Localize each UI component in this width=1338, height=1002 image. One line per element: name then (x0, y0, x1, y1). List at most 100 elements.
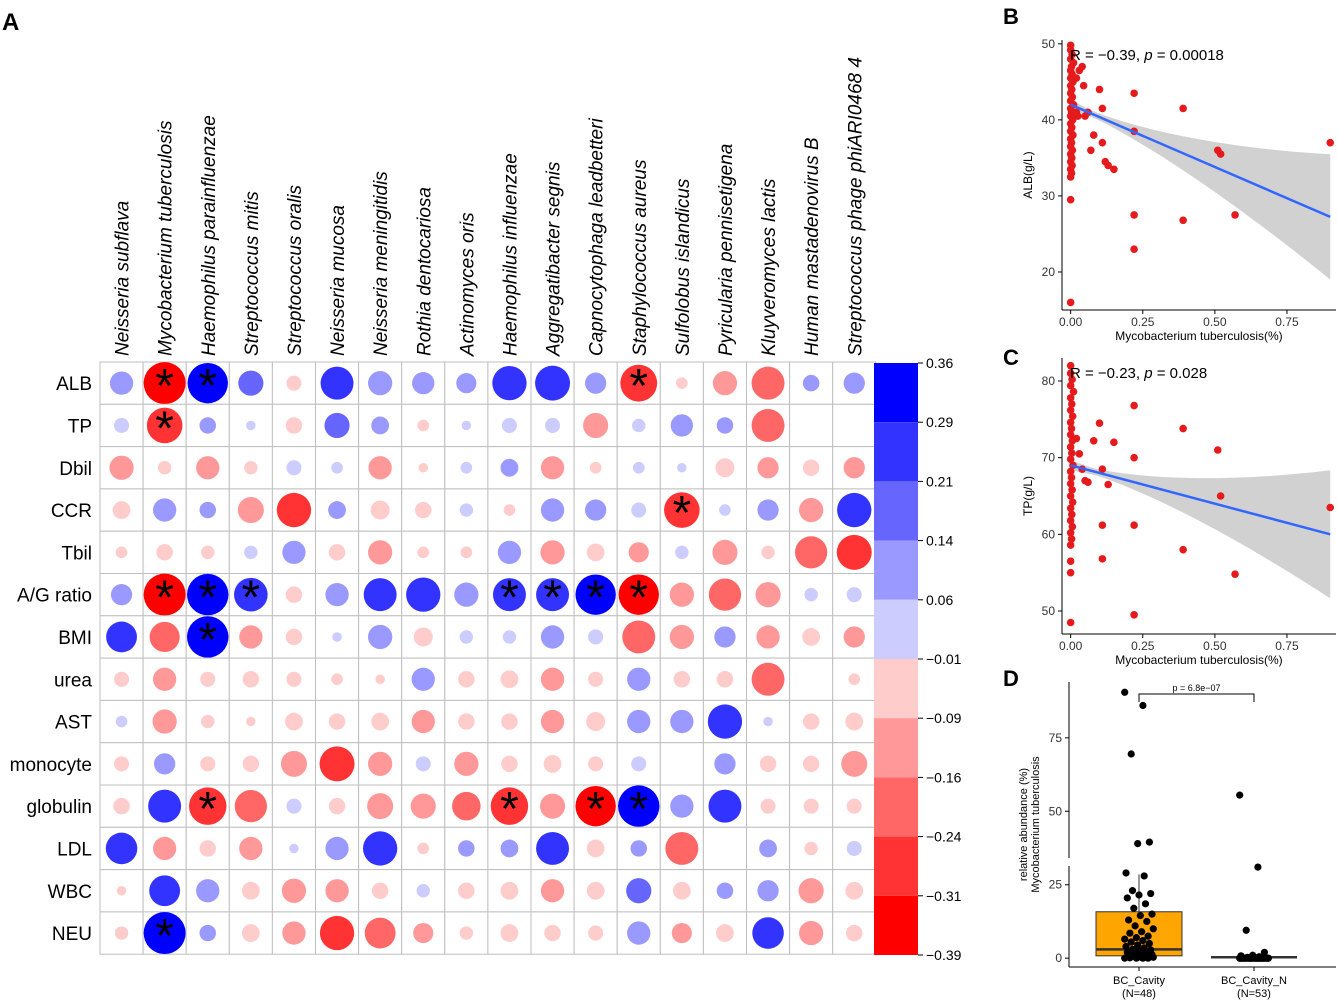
colorbar-segment (874, 718, 918, 778)
grid-cell (789, 403, 834, 448)
confidence-band (1070, 99, 1331, 280)
corr-dot-tbil-capnocytophaga-leadbetteri (586, 543, 605, 562)
corr-dot-ldl-rothia-dentocariosa (417, 842, 430, 855)
corr-dot-ldl-human-mastadenovirus-b (804, 841, 818, 856)
x-axis-label: Mycobacterium tuberculosis(%) (1115, 653, 1282, 667)
significance-star: * (629, 572, 648, 625)
y-tick-label: 50 (1042, 604, 1056, 618)
scatter-point (1075, 450, 1084, 458)
colorbar-tick-label: 0.14 (926, 533, 953, 549)
y-axis-label-line2: Mycobacterium tuberculosis (1030, 756, 1042, 893)
taxon-label-sulfolobus-islandicus: Sulfolobus islandicus (673, 178, 694, 356)
panel-c-label: C (1003, 345, 1019, 370)
corr-dot-bmi-haemophilus-parainfluenzae (187, 616, 229, 658)
colorbar-segment (874, 363, 918, 423)
taxon-label-human-mastadenovirus-b: Human mastadenovirus B (802, 137, 823, 356)
corr-dot-tp-neisseria-subflava (114, 417, 130, 433)
corr-dot-neu-streptococcus-oralis (282, 921, 306, 945)
corr-dot-tbil-haemophilus-parainfluenzae (201, 545, 215, 560)
scatter-point (1068, 510, 1076, 519)
corr-dot-dbil-staphylococcus-aureus (632, 461, 645, 474)
corr-dot-wbc-capnocytophaga-leadbetteri (586, 881, 605, 900)
colorbar-segment (874, 422, 918, 482)
y-tick-label: 40 (1042, 113, 1056, 127)
corr-dot-neu-neisseria-meningitidis (364, 917, 396, 949)
scatter-point (1066, 418, 1075, 427)
scatter-point (1089, 131, 1098, 139)
corr-dot-a-g-ratio-streptococcus-mitis (234, 577, 268, 612)
data-point (1260, 954, 1268, 962)
corr-dot-tp-aggregatibacter-segnis (545, 417, 561, 433)
variable-label-dbil: Dbil (59, 459, 92, 480)
corr-dot-ldl-actinomyces-oris (458, 840, 475, 857)
corr-dot-neu-streptococcus-phage-phiari0468-4 (846, 924, 863, 942)
scatter-point (1078, 62, 1086, 71)
grid-cell (358, 488, 403, 532)
panel-b-label: B (1003, 4, 1019, 29)
data-point (1139, 954, 1147, 962)
colorbar: 0.36 0.29 0.21 0.14 0.06 −0.01 −0.09 −0.16 −0.24… (874, 355, 962, 963)
corr-dot-bmi-human-mastadenovirus-b (802, 628, 821, 646)
taxon-label-haemophilus-influenzae: Haemophilus influenzae (500, 153, 521, 356)
scatter-point (1130, 401, 1138, 410)
corr-dot-monocyte-actinomyces-oris (454, 751, 479, 776)
corr-dot-neu-mycobacterium-tuberculosis (143, 912, 186, 955)
data-point (1131, 922, 1139, 930)
scatter-point (1068, 486, 1076, 494)
corr-dot-wbc-haemophilus-parainfluenzae (196, 879, 220, 903)
corr-dot-dbil-sulfolobus-islandicus (677, 462, 687, 473)
corr-dot-globulin-kluyveromyces-lactis (760, 798, 776, 814)
p-value-label: p = 6.8e−07 (1172, 683, 1220, 693)
corr-dot-a-g-ratio-streptococcus-oralis (285, 586, 303, 603)
corr-dot-a-g-ratio-staphylococcus-aureus (618, 574, 659, 615)
corr-dot-tbil-streptococcus-oralis (282, 540, 306, 564)
corr-dot-bmi-rothia-dentocariosa (413, 627, 433, 647)
corr-dot-alb-pyricularia-pennisetigena (712, 371, 738, 396)
corr-dot-ldl-aggregatibacter-segnis (536, 831, 570, 865)
taxon-label-streptococcus-phage-phiari0468-4: Streptococcus phage phiARI0468 4 (845, 57, 866, 356)
data-point (1145, 838, 1153, 846)
corr-dot-urea-pyricularia-pennisetigena (716, 671, 734, 688)
corr-dot-neu-haemophilus-parainfluenzae (199, 924, 216, 942)
colorbar-tick-label: 0.36 (926, 355, 953, 371)
significance-star: * (543, 572, 562, 625)
regression-line (1070, 103, 1331, 219)
corr-dot-urea-streptococcus-phage-phiari0468-4 (848, 673, 861, 686)
variable-label-wbc: WBC (48, 882, 92, 903)
corr-dot-ldl-streptococcus-phage-phiari0468-4 (846, 840, 862, 856)
corr-dot-dbil-mycobacterium-tuberculosis (157, 461, 172, 475)
variable-label-tp: TP (68, 416, 92, 437)
panel-d: D 0 25 50 75 relative abundance (%) Mycobacte… (1003, 666, 1336, 1000)
corr-dot-urea-staphylococcus-aureus (627, 667, 651, 691)
corr-dot-dbil-haemophilus-parainfluenzae (196, 456, 220, 480)
scatter-point (1074, 112, 1082, 120)
colorbar-tick-label: −0.09 (926, 710, 962, 726)
y-tick-label: 70 (1042, 451, 1056, 465)
corr-dot-globulin-mycobacterium-tuberculosis (148, 789, 182, 823)
scatter-point (1066, 406, 1075, 414)
corr-dot-globulin-streptococcus-phage-phiari0468-4 (846, 798, 862, 814)
corr-dot-monocyte-kluyveromyces-lactis (759, 755, 777, 773)
y-axis-label-line1: relative abundance (%) (1018, 768, 1030, 881)
corr-dot-ccr-staphylococcus-aureus (631, 502, 647, 518)
boxplot-abundance: 0 25 50 75 relative abundance (%) Mycobacteri… (1018, 682, 1336, 1000)
scatter-point (1098, 138, 1107, 147)
data-point (1254, 863, 1262, 871)
corr-dot-wbc-human-mastadenovirus-b (798, 878, 824, 904)
corr-dot-ccr-neisseria-subflava (112, 501, 131, 519)
corr-dot-dbil-streptococcus-oralis (286, 460, 302, 476)
corr-dot-urea-aggregatibacter-segnis (540, 667, 565, 691)
corr-dot-ldl-capnocytophaga-leadbetteri (586, 839, 605, 858)
scatter-point (1066, 361, 1075, 370)
corr-dot-urea-neisseria-meningitidis (375, 674, 385, 685)
variable-label-neu: NEU (52, 924, 92, 945)
taxon-label-streptococcus-oralis: Streptococcus oralis (285, 184, 306, 356)
scatter-point (1066, 381, 1075, 390)
scatter-point (1130, 521, 1138, 529)
scatter-point (1231, 570, 1239, 578)
significance-star: * (198, 614, 217, 667)
corr-dot-bmi-haemophilus-influenzae (502, 630, 517, 644)
colorbar-segment (874, 481, 918, 541)
corr-dot-tbil-rothia-dentocariosa (417, 546, 430, 559)
